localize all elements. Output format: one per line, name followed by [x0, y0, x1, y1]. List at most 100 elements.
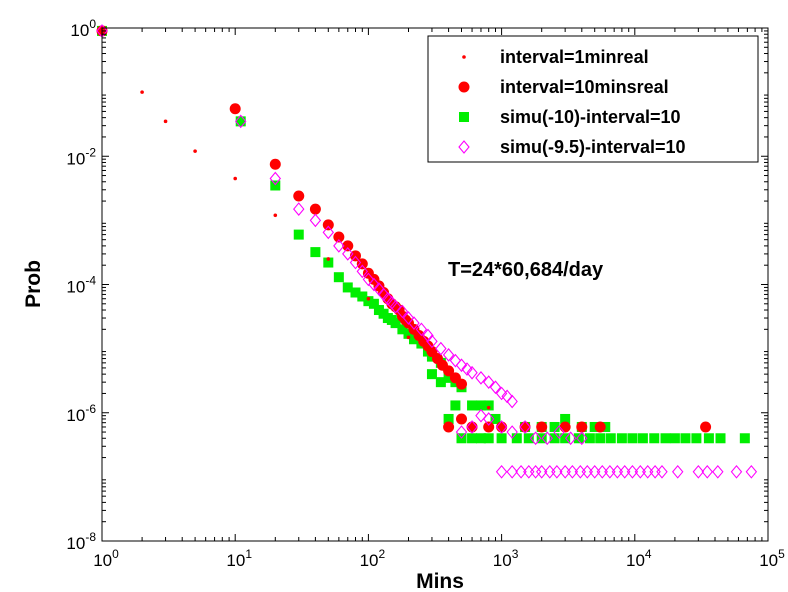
- axis-tick-labels: 100 101 102 103 104 105 100 10-2 10-4 10-6 10-8: [66, 17, 785, 570]
- series-2-point-35: [483, 421, 495, 433]
- series-3-point-37: [467, 433, 478, 444]
- series-1-point-9: [406, 335, 411, 340]
- series-3-point-59: [715, 433, 726, 444]
- series-4-point-49: [506, 464, 518, 479]
- legend-box: [427, 35, 759, 163]
- x-tick-label-5: 105: [759, 547, 785, 570]
- series-4-point-69: [656, 464, 668, 479]
- data-marks: [96, 24, 758, 479]
- series-4-point-18: [396, 304, 409, 319]
- y-tick-label-1: 10-2: [66, 145, 96, 168]
- series-3-point-20: [409, 334, 420, 345]
- series-4-point-50: [515, 464, 527, 479]
- series-2-point-3: [269, 158, 281, 170]
- series-2-point-31: [456, 378, 468, 390]
- series-4-point-73: [712, 464, 724, 479]
- series-1-point-7: [326, 257, 331, 261]
- series-2-point-5: [309, 203, 321, 215]
- series-4-point-21: [415, 322, 428, 337]
- series-4-point-3: [269, 171, 282, 186]
- y-tick-label-0: 100: [70, 17, 96, 40]
- series-4-point-11: [362, 272, 375, 287]
- y-tick-label-2: 10-4: [66, 274, 96, 297]
- series-3-point-44: [549, 433, 560, 444]
- series-4-point-66: [634, 464, 647, 479]
- x-tick-label-3: 103: [493, 547, 519, 570]
- series-4-point-61: [596, 464, 608, 479]
- legend-label-4: simu(-9.5)-interval=10: [500, 137, 686, 157]
- series-4-point-72: [701, 464, 713, 479]
- series-1: [100, 29, 527, 429]
- series-3-point-47: [584, 433, 595, 444]
- series-3-point-32: [467, 400, 478, 411]
- series-4-point-40: [495, 420, 508, 434]
- legend-marker-1: [462, 55, 466, 59]
- series-4-point-33: [495, 386, 508, 401]
- legend-entry-2: interval=10minsreal: [458, 77, 669, 97]
- series-1-point-6: [273, 213, 278, 218]
- series-3-point-6: [323, 257, 334, 268]
- series-1-point-8: [366, 296, 371, 301]
- series-4-point-12: [368, 277, 380, 292]
- series-1-point-2: [140, 90, 144, 94]
- series-3-point-55: [669, 433, 680, 444]
- series-3-point-49: [605, 433, 616, 444]
- series-3-point-18: [397, 324, 408, 335]
- series-4-point-10: [356, 264, 369, 279]
- series-2-point-38: [536, 421, 548, 433]
- series-3-point-38: [475, 433, 486, 444]
- series-4-point-48: [495, 464, 508, 479]
- series-3-point-5: [310, 247, 321, 258]
- series-4-point-2: [234, 114, 247, 129]
- series-4-point-20: [408, 316, 420, 330]
- series-2-point-4: [293, 190, 305, 202]
- legend-entry-3: simu(-10)-interval=10: [459, 107, 681, 127]
- series-4-point-7: [333, 239, 345, 253]
- series-3-point-41: [511, 433, 522, 444]
- series-2-point-7: [333, 231, 345, 243]
- series-2-point-8: [342, 240, 354, 252]
- series-3-point-48: [595, 433, 606, 444]
- series-3-point-33: [475, 400, 486, 411]
- x-tick-label-1: 101: [226, 547, 252, 570]
- legend-marker-2: [458, 81, 470, 93]
- series-4-point-24: [435, 341, 447, 356]
- series-3-point-17: [390, 318, 401, 329]
- series-1-point-12: [523, 425, 527, 429]
- series-4-point-65: [626, 464, 639, 479]
- series-1-point-11: [486, 405, 491, 410]
- series-4: [96, 24, 758, 479]
- legend-entry-1: interval=1minreal: [462, 47, 649, 67]
- series-4-point-23: [426, 334, 438, 349]
- legend-label-1: interval=1minreal: [500, 47, 649, 67]
- legend-entry-4: simu(-9.5)-interval=10: [458, 137, 686, 157]
- series-2-point-40: [576, 421, 588, 433]
- y-tick-label-3: 10-6: [66, 402, 96, 425]
- series-3-point-39: [483, 433, 494, 444]
- series-4-point-62: [604, 464, 616, 479]
- series-1-point-4: [193, 149, 197, 153]
- series-4-point-47: [576, 431, 588, 446]
- series-4-point-29: [466, 365, 478, 380]
- series-4-point-57: [566, 464, 579, 479]
- series-4-point-25: [442, 347, 455, 362]
- series-4-point-30: [475, 371, 487, 385]
- series-3-point-60: [739, 433, 750, 444]
- series-3-point-42: [523, 433, 534, 444]
- series-4-point-53: [535, 464, 548, 479]
- series-4-point-34: [501, 389, 513, 404]
- series-2-point-34: [466, 421, 478, 433]
- series-4-point-35: [506, 394, 518, 409]
- series-4-point-6: [322, 225, 335, 240]
- series-3-point-10: [357, 291, 368, 302]
- series-2-point-29: [443, 365, 455, 377]
- series-3-point-53: [649, 433, 660, 444]
- series-3-point-58: [703, 433, 714, 444]
- axis-ticks: [101, 27, 769, 542]
- series-3-point-35: [490, 413, 501, 424]
- series-4-point-9: [349, 255, 362, 270]
- series-4-point-75: [745, 464, 758, 479]
- series-3-point-12: [368, 298, 379, 309]
- series-3-point-57: [691, 433, 702, 444]
